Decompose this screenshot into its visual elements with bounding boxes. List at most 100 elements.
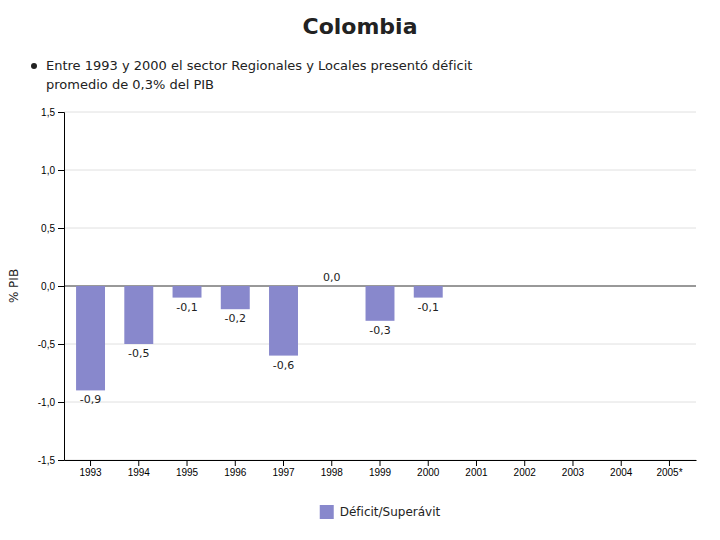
data-label: -0,9 [80,393,101,406]
bar [462,286,491,287]
y-tick: 1,5 [41,107,64,118]
bar [76,286,105,390]
y-tick: -1,5 [38,455,64,466]
data-labels: -0,9 -0,5 -0,1 -0,2 -0,6 0,0 -0,3 -0,1 [80,271,439,406]
legend-swatch [320,505,334,519]
y-tick: 0,5 [41,223,64,234]
x-tick: 2005* [656,460,682,478]
grid-line [64,112,696,113]
x-tick: 2004 [610,460,633,478]
title: Colombia [303,14,418,39]
y-tick: -1,0 [38,397,64,408]
x-tick-label: 2005* [656,467,682,478]
data-label: -0,6 [273,359,294,372]
x-tick-label: 1997 [272,467,295,478]
y-tick-label: -1,5 [38,455,56,466]
grid [64,112,696,460]
x-tick-mark [669,460,670,466]
data-label: -0,1 [176,301,197,314]
y-tick-mark [58,112,64,113]
annotation: promedio de 0,3% del PIB [46,77,214,92]
x-tick-label: 1993 [79,467,102,478]
y-tick-mark [58,402,64,403]
data-label: -0,5 [128,347,149,360]
bar [655,286,684,287]
x-tick-mark [283,460,284,466]
x-tick: 1997 [272,460,295,478]
annotation: Entre 1993 y 2000 el sector Regionales y… [46,58,472,73]
x-tick: 2000 [417,460,440,478]
x-tick-label: 2000 [417,467,440,478]
data-label: 0,0 [323,271,341,284]
x-tick-mark [380,460,381,466]
y-tick-mark [58,228,64,229]
x-tick-label: 2003 [562,467,585,478]
bar [414,286,443,298]
x-tick-mark [235,460,236,466]
bar [124,286,153,344]
bar [559,286,588,287]
y-axis-line [58,113,65,461]
x-tick: 2001 [465,460,488,478]
bar [221,286,250,309]
y-tick: 1,0 [41,165,64,176]
x-tick-label: 1995 [176,467,199,478]
bullet [31,63,37,69]
x-tick-mark [90,460,91,466]
x-tick-mark [572,460,573,466]
y-tick-mark [58,460,64,461]
bar [607,286,636,287]
bar [510,286,539,287]
grid-line [64,228,696,229]
x-tick: 1999 [369,460,392,478]
y-tick-label: -0,5 [38,339,56,350]
y-tick-label: 0,5 [41,223,55,234]
x-tick-mark [621,460,622,466]
x-tick-label: 2001 [465,467,488,478]
x-tick: 2002 [514,460,537,478]
x-tick: 1993 [79,460,102,478]
y-axis: -1,5 -1,0 -0,5 0,0 0,5 1,0 1,5 [38,107,65,466]
grid-line [64,344,696,345]
grid-line [64,170,696,171]
x-tick-label: 1998 [321,467,344,478]
y-tick-mark [58,286,64,287]
x-tick-mark [476,460,477,466]
x-tick-label: 1999 [369,467,392,478]
bar [173,286,202,298]
bar [269,286,298,356]
x-tick: 1994 [128,460,151,478]
x-tick-label: 1994 [128,467,151,478]
x-tick: 1995 [176,460,199,478]
y-tick: 0,0 [41,281,64,292]
data-label: -0,1 [418,301,439,314]
y-tick-label: 1,0 [41,165,55,176]
y-tick-mark [58,344,64,345]
x-tick-label: 1996 [224,467,247,478]
data-label: -0,3 [369,324,390,337]
y-tick-label: -1,0 [38,397,56,408]
chart: Colombia Entre 1993 y 2000 el sector Regi… [0,0,720,540]
bars [76,286,443,390]
bar [366,286,395,321]
x-tick: 1996 [224,460,247,478]
x-tick-mark [428,460,429,466]
x-tick-label: 2004 [610,467,633,478]
legend-label: Déficit/Superávit [340,505,441,519]
y-tick: -0,5 [38,339,64,350]
x-tick: 1998 [321,460,344,478]
data-label: -0,2 [225,312,246,325]
legend: Déficit/Superávit [320,505,441,520]
grid-line [64,402,696,403]
plot: -1,5 -1,0 -0,5 0,0 0,5 1,0 1,5 1993 1994 1995 1996… [7,107,697,478]
x-tick-mark [524,460,525,466]
y-tick-label: 0,0 [41,281,55,292]
x-tick-mark [187,460,188,466]
y-tick-label: 1,5 [41,107,55,118]
x-axis: 1993 1994 1995 1996 1997 1998 1999 2000 2001 2002… [65,460,697,478]
x-tick-label: 2002 [514,467,537,478]
y-axis-title: % PIB [7,269,21,303]
x-tick-mark [331,460,332,466]
bar [317,286,346,287]
x-tick: 2003 [562,460,585,478]
